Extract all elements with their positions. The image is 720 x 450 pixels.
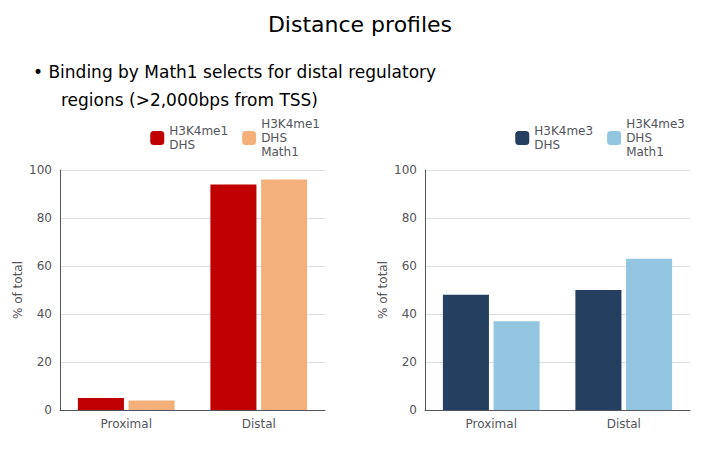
svg-text:Distal: Distal [607, 417, 641, 431]
svg-text:20: 20 [37, 355, 52, 369]
svg-text:DHS: DHS [534, 138, 560, 152]
svg-text:100: 100 [394, 163, 417, 177]
svg-text:0: 0 [44, 403, 52, 417]
svg-text:DHS: DHS [626, 131, 652, 145]
svg-text:• Binding by Math1 selects for: • Binding by Math1 selects for distal re… [33, 62, 436, 82]
svg-text:% of total: % of total [376, 261, 390, 319]
svg-text:80: 80 [402, 211, 417, 225]
svg-text:H3K4me1: H3K4me1 [169, 124, 228, 138]
svg-text:% of total: % of total [11, 261, 25, 319]
svg-text:DHS: DHS [261, 131, 287, 145]
svg-text:regions (>2,000bps from TSS): regions (>2,000bps from TSS) [61, 90, 318, 110]
svg-text:DHS: DHS [169, 138, 195, 152]
svg-text:60: 60 [402, 259, 417, 273]
svg-text:Proximal: Proximal [466, 417, 517, 431]
svg-text:40: 40 [37, 307, 52, 321]
svg-text:20: 20 [402, 355, 417, 369]
svg-text:H3K4me3: H3K4me3 [534, 124, 593, 138]
svg-text:Distance profiles: Distance profiles [268, 12, 452, 37]
svg-text:40: 40 [402, 307, 417, 321]
svg-text:60: 60 [37, 259, 52, 273]
svg-text:H3K4me3: H3K4me3 [626, 117, 685, 131]
svg-text:100: 100 [29, 163, 52, 177]
svg-text:Math1: Math1 [626, 145, 664, 159]
svg-text:Math1: Math1 [261, 145, 299, 159]
svg-text:0: 0 [409, 403, 417, 417]
svg-text:Distal: Distal [242, 417, 276, 431]
svg-text:H3K4me1: H3K4me1 [261, 117, 320, 131]
svg-text:Proximal: Proximal [101, 417, 152, 431]
svg-text:80: 80 [37, 211, 52, 225]
